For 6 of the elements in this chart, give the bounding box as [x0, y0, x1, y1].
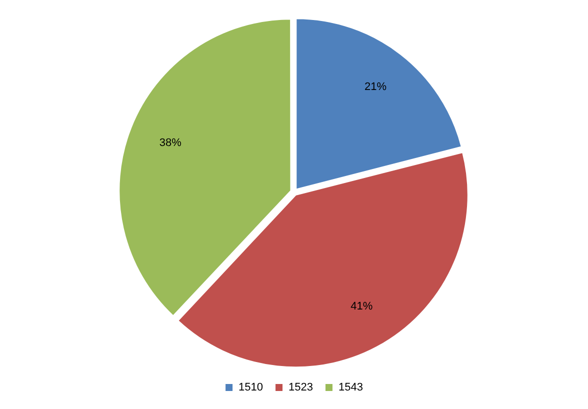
- data-label: 21%: [364, 80, 387, 93]
- legend-label: 1543: [338, 382, 363, 394]
- data-label: 41%: [350, 300, 373, 312]
- legend-label: 1523: [288, 382, 313, 394]
- data-label: 38%: [159, 137, 182, 150]
- legend-label: 1510: [238, 382, 264, 394]
